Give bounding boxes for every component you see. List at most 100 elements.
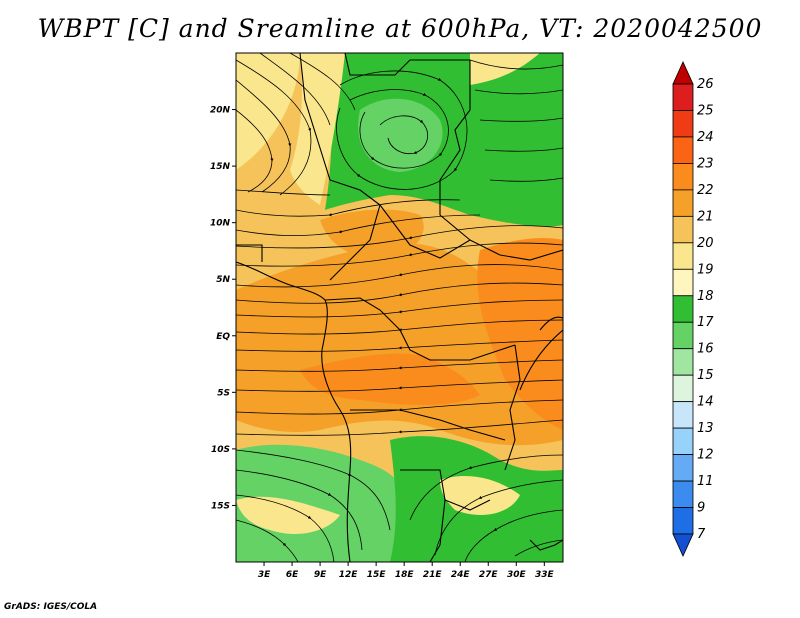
colorbar-swatch	[672, 83, 694, 111]
wbpt-field-light-nw	[236, 53, 300, 170]
lat-tick-label: 10N	[210, 219, 231, 229]
country-borders	[236, 53, 563, 562]
border-line	[350, 409, 506, 441]
lon-tick-label: 21E	[423, 570, 443, 580]
colorbar-swatch	[672, 454, 694, 482]
colorbar-label: 25	[697, 103, 714, 118]
credit-text: GrADS: IGES/COLA	[4, 602, 98, 612]
colorbar-label: 20	[697, 236, 714, 251]
border-line	[429, 499, 446, 562]
coastline-west	[236, 261, 352, 562]
lon-tick-label: 24E	[451, 570, 471, 580]
streamline	[236, 59, 312, 196]
wbpt-field-green-south	[236, 444, 410, 562]
lat-tick-label: 20N	[210, 106, 231, 116]
streamline	[469, 59, 563, 70]
colorbar-label: 24	[697, 130, 714, 145]
streamline	[336, 70, 468, 190]
streamline	[236, 225, 563, 249]
colorbar-label: 18	[697, 289, 714, 304]
colorbar-swatch	[672, 242, 694, 270]
streamline	[236, 299, 563, 318]
streamline	[236, 199, 461, 217]
border-line	[236, 244, 263, 262]
lat-tick-label: 5S	[217, 388, 230, 398]
longitude-axis: 3E 6E 9E 12E 15E 18E 21E 24E 27E 30E 33E	[258, 562, 555, 580]
lon-tick-label: 12E	[339, 570, 359, 580]
streamline	[236, 494, 335, 562]
wbpt-field-light-southeast	[440, 475, 520, 515]
border-line	[519, 329, 563, 391]
colorbar: 26 25 24 23 22 21 20 19 18 17 16 15 14 13 12 11 9 7	[672, 61, 714, 557]
colorbar-label: 14	[697, 395, 714, 410]
wbpt-field-light-ne	[470, 53, 540, 85]
border-line	[379, 204, 563, 261]
border-line	[324, 297, 516, 361]
streamline	[479, 117, 563, 122]
colorbar-swatch	[672, 427, 694, 455]
border-line	[504, 344, 521, 471]
streamline	[236, 359, 563, 372]
colorbar-label: 23	[697, 156, 714, 171]
streamline	[236, 519, 299, 562]
colorbar-swatch	[672, 163, 694, 191]
lat-tick-label: EQ	[216, 332, 230, 342]
border-line	[299, 53, 381, 281]
map-frame	[235, 52, 564, 563]
colorbar-swatch	[672, 136, 694, 164]
colorbar-label: 9	[697, 501, 705, 516]
wbpt-field-orange-middle	[300, 353, 480, 405]
latitude-axis: 20N 15N 10N 5N EQ 5S 10S 15S	[210, 106, 236, 511]
streamline	[236, 469, 363, 551]
streamline	[484, 147, 563, 152]
colorbar-label: 21	[697, 209, 714, 224]
colorbar-label: 19	[697, 262, 714, 277]
streamline	[236, 242, 563, 267]
lat-tick-label: 15N	[210, 162, 231, 172]
colorbar-swatch	[672, 189, 694, 217]
wbpt-field-orange-east	[477, 238, 563, 430]
colorbar-swatch	[672, 268, 694, 297]
streamline	[474, 89, 563, 95]
colorbar-swatch	[672, 401, 694, 429]
streamline	[514, 539, 563, 557]
colorbar-label: 12	[697, 448, 714, 463]
streamline	[489, 177, 563, 182]
colorbar-label: 7	[697, 527, 706, 542]
streamline	[409, 454, 563, 521]
colorbar-bottom-arrow	[672, 533, 694, 557]
colorbar-swatch	[672, 110, 694, 138]
streamline	[236, 379, 563, 392]
border-line	[439, 109, 471, 241]
lon-tick-label: 18E	[395, 570, 415, 580]
colorbar-label: 17	[697, 315, 714, 330]
colorbar-swatch	[672, 295, 694, 323]
streamline	[236, 282, 563, 304]
lat-tick-label: 15S	[211, 501, 230, 511]
colorbar-label: 16	[697, 342, 714, 357]
streamline	[236, 264, 563, 288]
streamline	[259, 53, 331, 126]
streamline	[236, 339, 563, 352]
border-line	[539, 316, 563, 331]
lon-tick-label: 30E	[507, 570, 527, 580]
streamline	[236, 109, 274, 193]
lon-tick-label: 15E	[367, 570, 387, 580]
colorbar-swatch	[672, 374, 694, 403]
streamline	[236, 189, 331, 196]
wbpt-field-light-south	[236, 496, 340, 535]
colorbar-swatch	[672, 348, 694, 376]
streamline	[379, 115, 429, 155]
border-line	[529, 539, 563, 551]
colorbar-label: 26	[697, 77, 714, 92]
colorbar-top-arrow	[672, 61, 694, 85]
streamlines	[236, 53, 563, 562]
lon-tick-label: 33E	[535, 570, 555, 580]
lon-tick-label: 27E	[479, 570, 499, 580]
lon-tick-label: 6E	[286, 570, 299, 580]
lat-tick-label: 10S	[211, 445, 230, 455]
streamline	[434, 479, 563, 556]
streamline	[236, 79, 292, 193]
lon-tick-label: 3E	[258, 570, 271, 580]
